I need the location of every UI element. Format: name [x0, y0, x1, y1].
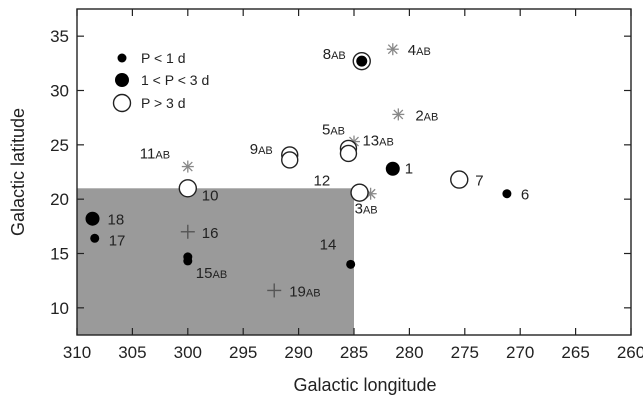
x-tick-label: 300	[174, 343, 202, 362]
point-label-suffix: AB	[331, 50, 346, 62]
y-tick-label: 25	[50, 136, 69, 155]
point-label-suffix: AB	[416, 46, 431, 58]
point-label-15: 15AB	[196, 265, 227, 282]
point-label-18: 18	[108, 212, 125, 229]
point-label-12: 12	[314, 173, 331, 190]
point-mark	[85, 211, 100, 226]
x-tick-label: 285	[340, 343, 368, 362]
data-point-11	[181, 160, 194, 173]
point-label-13: 13AB	[362, 132, 393, 149]
point-label-suffix: AB	[424, 111, 439, 123]
data-point-12	[350, 183, 369, 202]
point-mark	[450, 170, 469, 189]
point-label-7: 7	[475, 173, 483, 190]
point-label-suffix: AB	[258, 145, 273, 157]
x-tick-label: 310	[63, 343, 91, 362]
point-label-suffix: AB	[212, 269, 227, 281]
plot-frame	[76, 8, 632, 336]
legend-label-1: P < 1 d	[141, 50, 186, 66]
y-tick-label: 35	[50, 27, 69, 46]
data-point-10	[178, 179, 198, 198]
data-point-13	[339, 139, 358, 163]
ticks-layer: 310 305 300 295 290 285 280 275 270 265 260 10 15 20 2…	[50, 9, 643, 362]
point-label-suffix: AB	[379, 136, 394, 148]
y-tick-label: 30	[50, 82, 69, 101]
y-tick-label: 10	[50, 299, 69, 318]
data-point-7	[450, 170, 469, 189]
point-mark	[115, 73, 129, 87]
legend: P < 1 d 1 < P < 3 d P > 3 d	[112, 50, 209, 113]
legend-label-3: P > 3 d	[141, 95, 186, 111]
points-layer	[85, 43, 512, 298]
legend-marker-3	[112, 93, 132, 113]
y-axis-label: Galactic latitude	[8, 108, 28, 236]
y-tick-label: 15	[50, 245, 69, 264]
x-tick-label: 305	[118, 343, 146, 362]
data-point-6	[502, 189, 512, 199]
legend-marker-1	[117, 53, 127, 63]
point-mark	[90, 233, 100, 243]
data-point-8	[352, 51, 371, 71]
point-label-9: 9AB	[250, 141, 273, 158]
point-label-19: 19AB	[289, 283, 320, 300]
point-mark	[502, 189, 512, 199]
data-point-18	[85, 211, 100, 226]
y-tick-label: 20	[50, 190, 69, 209]
point-mark	[393, 109, 404, 120]
data-point-4	[386, 43, 399, 56]
point-mark	[356, 55, 368, 67]
point-label-5: 5AB	[322, 122, 345, 139]
data-point-16	[180, 224, 195, 239]
point-label-suffix: AB	[155, 150, 170, 162]
point-mark	[178, 179, 198, 198]
data-point-2	[392, 108, 405, 121]
x-tick-label: 270	[506, 343, 534, 362]
legend-label-2: 1 < P < 3 d	[141, 72, 209, 88]
x-axis-label: Galactic longitude	[293, 375, 436, 395]
point-label-10: 10	[202, 187, 219, 204]
point-mark	[350, 183, 369, 202]
point-mark	[182, 161, 193, 172]
point-label-4: 4AB	[408, 42, 431, 59]
point-label-2: 2AB	[415, 107, 438, 124]
point-mark	[346, 259, 356, 269]
shaded-region	[77, 188, 354, 335]
point-mark	[387, 44, 398, 55]
data-point-17	[90, 233, 100, 243]
point-labels-layer: 1 2AB 3AB 4AB 5AB 6 7 8AB 9AB 10 11AB 12 13AB 14 15AB 1…	[108, 42, 530, 300]
point-label-suffix: AB	[330, 126, 345, 138]
point-label-1: 1	[405, 161, 413, 178]
point-label-11: 11AB	[140, 146, 170, 163]
point-mark	[339, 144, 358, 163]
point-mark	[112, 93, 132, 113]
x-tick-label: 280	[395, 343, 423, 362]
shaded-region-layer	[77, 188, 354, 335]
data-point-1	[385, 161, 400, 176]
point-label-17: 17	[109, 232, 126, 249]
x-tick-label: 265	[561, 343, 589, 362]
x-tick-label: 295	[229, 343, 257, 362]
data-point-14	[346, 259, 356, 269]
data-point-15	[183, 252, 193, 266]
x-tick-label: 290	[284, 343, 312, 362]
point-label-8: 8AB	[323, 46, 346, 63]
data-point-19	[267, 283, 282, 298]
x-tick-label: 260	[617, 343, 643, 362]
point-label-14: 14	[320, 236, 337, 253]
point-mark	[385, 161, 400, 176]
point-mark	[183, 256, 193, 266]
point-label-suffix: AB	[306, 287, 321, 299]
point-label-6: 6	[521, 187, 529, 204]
legend-marker-2	[115, 73, 129, 87]
point-mark	[117, 53, 127, 63]
data-point-9	[281, 146, 299, 169]
point-label-3: 3AB	[355, 201, 378, 218]
point-label-suffix: AB	[363, 205, 378, 217]
point-label-16: 16	[202, 225, 219, 242]
point-mark	[281, 151, 299, 169]
x-tick-label: 275	[451, 343, 479, 362]
